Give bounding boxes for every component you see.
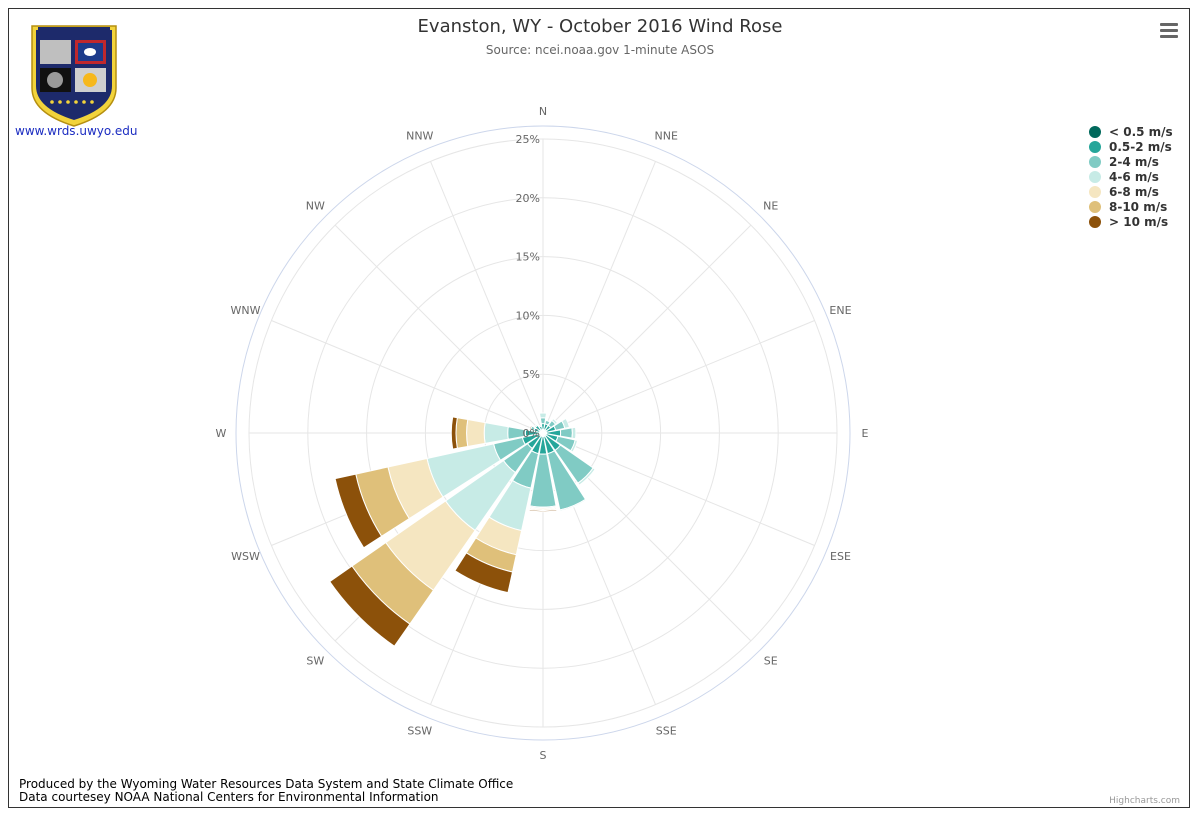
- legend-label: 8-10 m/s: [1109, 199, 1168, 214]
- footer-line-produced: Produced by the Wyoming Water Resources …: [19, 777, 514, 791]
- bar-SW-series-6[interactable]: [329, 565, 411, 647]
- direction-label-WSW: WSW: [231, 550, 260, 563]
- bar-N-series-3[interactable]: [538, 412, 548, 419]
- bar-W-series-4[interactable]: [466, 418, 486, 448]
- radial-tick-0: 0%: [523, 427, 540, 440]
- chart-title: Evanston, WY - October 2016 Wind Rose: [417, 16, 783, 37]
- bar-WNW-series-6[interactable]: [528, 424, 533, 431]
- radial-tick-2: 10%: [516, 309, 540, 322]
- legend-item-3[interactable]: 4-6 m/s: [1089, 169, 1173, 184]
- bar-NE-series-3[interactable]: [551, 417, 559, 425]
- direction-label-NNE: NNE: [655, 130, 678, 143]
- legend-swatch: [1089, 140, 1101, 153]
- legend-label: 2-4 m/s: [1109, 154, 1159, 169]
- radial-tick-1: 5%: [523, 368, 540, 381]
- radial-tick-5: 25%: [516, 133, 540, 146]
- direction-label-SSW: SSW: [407, 724, 432, 737]
- bar-S-series-6[interactable]: [528, 508, 558, 513]
- chart-frame: [8, 8, 1190, 808]
- direction-label-E: E: [862, 427, 869, 440]
- direction-label-ESE: ESE: [830, 550, 851, 563]
- wind-rose-bars: [329, 412, 596, 647]
- legend-label: 4-6 m/s: [1109, 169, 1159, 184]
- legend-item-0[interactable]: < 0.5 m/s: [1089, 124, 1173, 139]
- pane-border: [235, 125, 851, 741]
- bar-ENE-series-3[interactable]: [561, 417, 571, 429]
- legend-item-6[interactable]: > 10 m/s: [1089, 214, 1173, 229]
- direction-label-NNW: NNW: [406, 130, 433, 143]
- legend-swatch: [1089, 170, 1101, 183]
- direction-label-W: W: [216, 427, 227, 440]
- radial-tick-labels: 0% 5% 10% 15% 20% 25%: [516, 133, 540, 440]
- legend-label: < 0.5 m/s: [1109, 124, 1173, 139]
- bar-E-series-3[interactable]: [571, 426, 577, 440]
- legend-item-1[interactable]: 0.5-2 m/s: [1089, 139, 1173, 154]
- bar-SSE-series-3[interactable]: [559, 498, 587, 512]
- bar-SE-series-3[interactable]: [577, 467, 596, 486]
- legend-label: > 10 m/s: [1109, 214, 1169, 229]
- direction-label-NW: NW: [306, 199, 325, 212]
- legend-swatch: [1089, 125, 1101, 138]
- bar-NNW-series-2[interactable]: [537, 424, 543, 428]
- bar-W-series-3[interactable]: [483, 422, 509, 444]
- radial-tick-4: 20%: [516, 192, 540, 205]
- legend-swatch: [1089, 200, 1101, 213]
- legend-item-5[interactable]: 8-10 m/s: [1089, 199, 1173, 214]
- legend-swatch: [1089, 185, 1101, 198]
- bar-NW-series-2[interactable]: [533, 423, 539, 429]
- grid-spoke: [542, 432, 815, 546]
- radial-tick-3: 15%: [516, 251, 540, 264]
- direction-label-SSE: SSE: [656, 724, 677, 737]
- grid-spoke: [334, 224, 544, 434]
- footer-line-courtesy: Data courtesey NOAA National Centers for…: [19, 790, 439, 804]
- bar-W-series-5[interactable]: [455, 417, 469, 449]
- direction-labels: N NNE NE ENE E ESE SE SSE S SSW SW WSW W WNW NW NNW: [216, 105, 869, 762]
- logo-website-link[interactable]: www.wrds.uwyo.edu: [15, 124, 138, 138]
- grid-spoke: [271, 320, 544, 434]
- chart-legend: < 0.5 m/s 0.5-2 m/s 2-4 m/s 4-6 m/s 6-8 m/s 8…: [1089, 124, 1173, 229]
- climate-office-logo: [31, 25, 117, 127]
- grid-spoke: [430, 161, 544, 434]
- direction-label-S: S: [540, 749, 547, 762]
- direction-label-ENE: ENE: [829, 304, 851, 317]
- chart-menu-button[interactable]: [1158, 20, 1180, 40]
- direction-label-SE: SE: [764, 655, 778, 668]
- direction-label-NE: NE: [763, 199, 778, 212]
- bar-W-series-6[interactable]: [450, 416, 458, 450]
- grid-spoke: [542, 224, 752, 434]
- chart-footer: Produced by the Wyoming Water Resources …: [19, 778, 513, 804]
- grid-spoke: [542, 320, 815, 434]
- legend-swatch: [1089, 215, 1101, 228]
- hamburger-menu-icon: [1160, 23, 1178, 26]
- bar-SSW-series-6[interactable]: [454, 552, 514, 594]
- direction-label-WNW: WNW: [231, 304, 261, 317]
- chart-subtitle: Source: ncei.noaa.gov 1-minute ASOS: [485, 43, 715, 57]
- bar-WSW-series-6[interactable]: [334, 473, 383, 549]
- grid-spoke: [542, 161, 656, 434]
- bar-ESE-series-3[interactable]: [570, 439, 579, 453]
- legend-item-4[interactable]: 6-8 m/s: [1089, 184, 1173, 199]
- legend-label: 6-8 m/s: [1109, 184, 1159, 199]
- direction-label-N: N: [539, 105, 547, 118]
- legend-swatch: [1089, 155, 1101, 168]
- legend-item-2[interactable]: 2-4 m/s: [1089, 154, 1173, 169]
- bar-E-series-2[interactable]: [559, 427, 573, 439]
- legend-label: 0.5-2 m/s: [1109, 139, 1172, 154]
- direction-label-SW: SW: [306, 655, 324, 668]
- highcharts-credits-link[interactable]: Highcharts.com: [1109, 796, 1180, 806]
